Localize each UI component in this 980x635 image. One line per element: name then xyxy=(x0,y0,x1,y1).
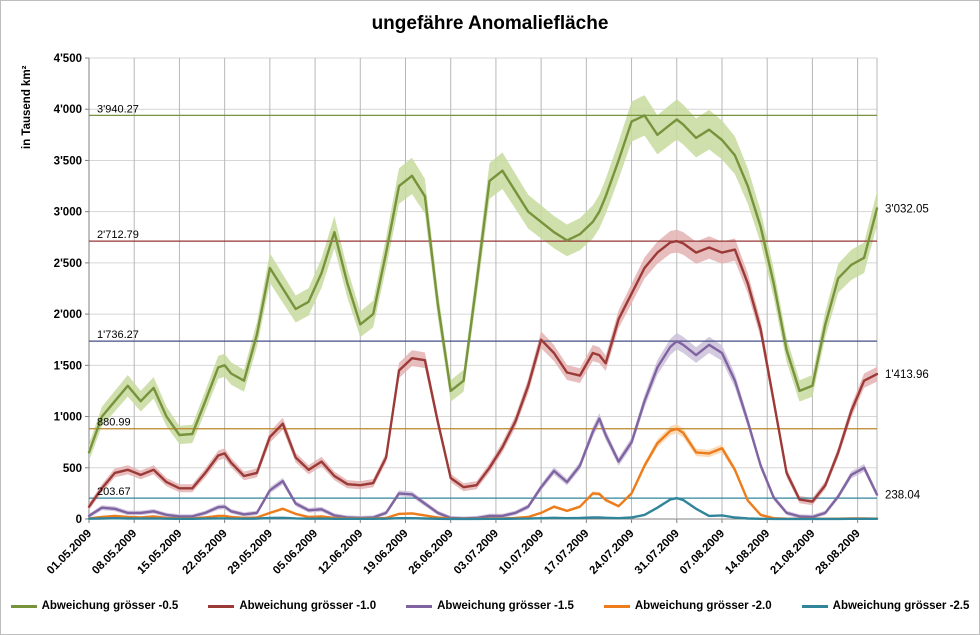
legend-line-marker xyxy=(208,604,235,608)
y-tick-label: 3'500 xyxy=(54,155,82,167)
x-tick-label: 31.07.2009 xyxy=(633,528,682,577)
x-tick-label: 05.06.2009 xyxy=(271,528,320,577)
legend-item-3: Abweichung grösser -2.0 xyxy=(603,600,772,612)
legend-label: Abweichung grösser -0.5 xyxy=(41,600,179,612)
ref-line-label: 3'940.27 xyxy=(97,103,139,115)
x-tick-label: 08.05.2009 xyxy=(90,528,139,577)
end-value-label: 3'032.05 xyxy=(885,203,929,215)
series-line-1 xyxy=(87,239,879,508)
x-tick-label: 15.05.2009 xyxy=(135,528,184,577)
series-line-2 xyxy=(87,340,879,520)
y-tick-label: 3'000 xyxy=(54,207,82,219)
ref-line-label: 2'712.79 xyxy=(97,229,139,241)
x-tick-label: 17.07.2009 xyxy=(542,528,591,577)
y-tick-label: 4'500 xyxy=(54,53,82,65)
series-line-4 xyxy=(87,496,879,521)
x-tick-label: 10.07.2009 xyxy=(497,528,546,577)
x-tick-label: 19.06.2009 xyxy=(361,528,410,577)
x-tick-label: 29.05.2009 xyxy=(226,528,275,577)
x-tick-label: 03.07.2009 xyxy=(452,528,501,577)
legend-label: Abweichung grösser -1.5 xyxy=(437,600,574,612)
x-tick-label: 21.08.2009 xyxy=(768,528,817,577)
legend-label: Abweichung grösser -2.0 xyxy=(634,600,772,612)
legend-label: Abweichung grösser -1.0 xyxy=(239,600,377,612)
series-line-0 xyxy=(87,114,879,454)
x-tick-label: 24.07.2009 xyxy=(587,528,636,577)
end-value-label: 238.04 xyxy=(885,490,921,502)
x-tick-label: 12.06.2009 xyxy=(316,528,365,577)
ref-line-label: 203.67 xyxy=(97,486,131,498)
ref-line-label: 880.99 xyxy=(97,417,131,429)
x-tick-label: 22.05.2009 xyxy=(181,528,230,577)
x-tick-label: 28.08.2009 xyxy=(814,528,863,577)
y-tick-label: 0 xyxy=(76,514,82,526)
legend-item-4: Abweichung grösser -2.5 xyxy=(801,600,970,612)
chart-title: ungefähre Anomaliefläche xyxy=(371,13,609,34)
y-tick-label: 1'000 xyxy=(54,412,82,424)
y-tick-label: 2'000 xyxy=(54,309,82,321)
x-tick-label: 07.08.2009 xyxy=(678,528,727,577)
series-band-2 xyxy=(89,332,877,519)
y-tick-label: 4'000 xyxy=(54,104,82,116)
legend-line-marker xyxy=(406,604,433,608)
x-tick-label: 14.08.2009 xyxy=(723,528,772,577)
legend-label: Abweichung grösser -2.5 xyxy=(832,600,970,612)
x-tick-label: 01.05.2009 xyxy=(45,528,94,577)
legend: Abweichung grösser -0.5 Abweichung grösse… xyxy=(1,600,979,612)
ref-line-label: 1'736.27 xyxy=(97,329,139,341)
series-band-0 xyxy=(89,95,877,461)
legend-line-marker xyxy=(801,604,828,608)
x-tick-label: 26.06.2009 xyxy=(407,528,456,577)
legend-item-1: Abweichung grösser -1.0 xyxy=(208,600,376,612)
y-tick-label: 2'500 xyxy=(54,258,82,270)
y-tick-label: 1'500 xyxy=(54,360,82,372)
end-value-label: 1'413.96 xyxy=(885,369,929,381)
legend-line-marker xyxy=(603,604,630,608)
y-tick-label: 500 xyxy=(63,463,82,475)
legend-item-0: Abweichung grösser -0.5 xyxy=(10,600,179,612)
legend-item-2: Abweichung grösser -1.5 xyxy=(406,600,574,612)
legend-line-marker xyxy=(10,604,37,608)
